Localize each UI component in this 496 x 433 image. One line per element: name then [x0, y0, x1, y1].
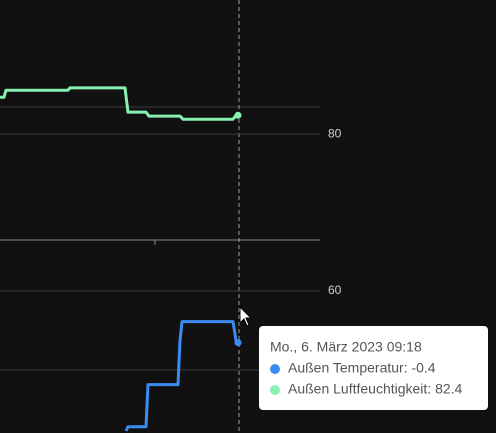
tooltip: Mo., 6. März 2023 09:18 Außen Temperatur…: [259, 326, 488, 410]
tooltip-marker: [270, 385, 280, 395]
tooltip-row: Außen Luftfeuchtigkeit: 82.4: [288, 381, 463, 397]
tooltip-marker: [270, 364, 280, 374]
series-line: [124, 320, 240, 432]
hover-point: [234, 111, 242, 119]
tooltip-box: [259, 326, 488, 410]
mouse-cursor: [239, 305, 253, 327]
y-tick-label: 60: [328, 283, 342, 297]
series-line: [0, 86, 238, 121]
tooltip-row: Außen Temperatur: -0.4: [288, 360, 436, 376]
hover-point: [234, 339, 242, 347]
plot-area: 60 80: [0, 86, 342, 432]
y-tick-label: 80: [328, 126, 342, 140]
tooltip-title: Mo., 6. März 2023 09:18: [270, 339, 422, 355]
